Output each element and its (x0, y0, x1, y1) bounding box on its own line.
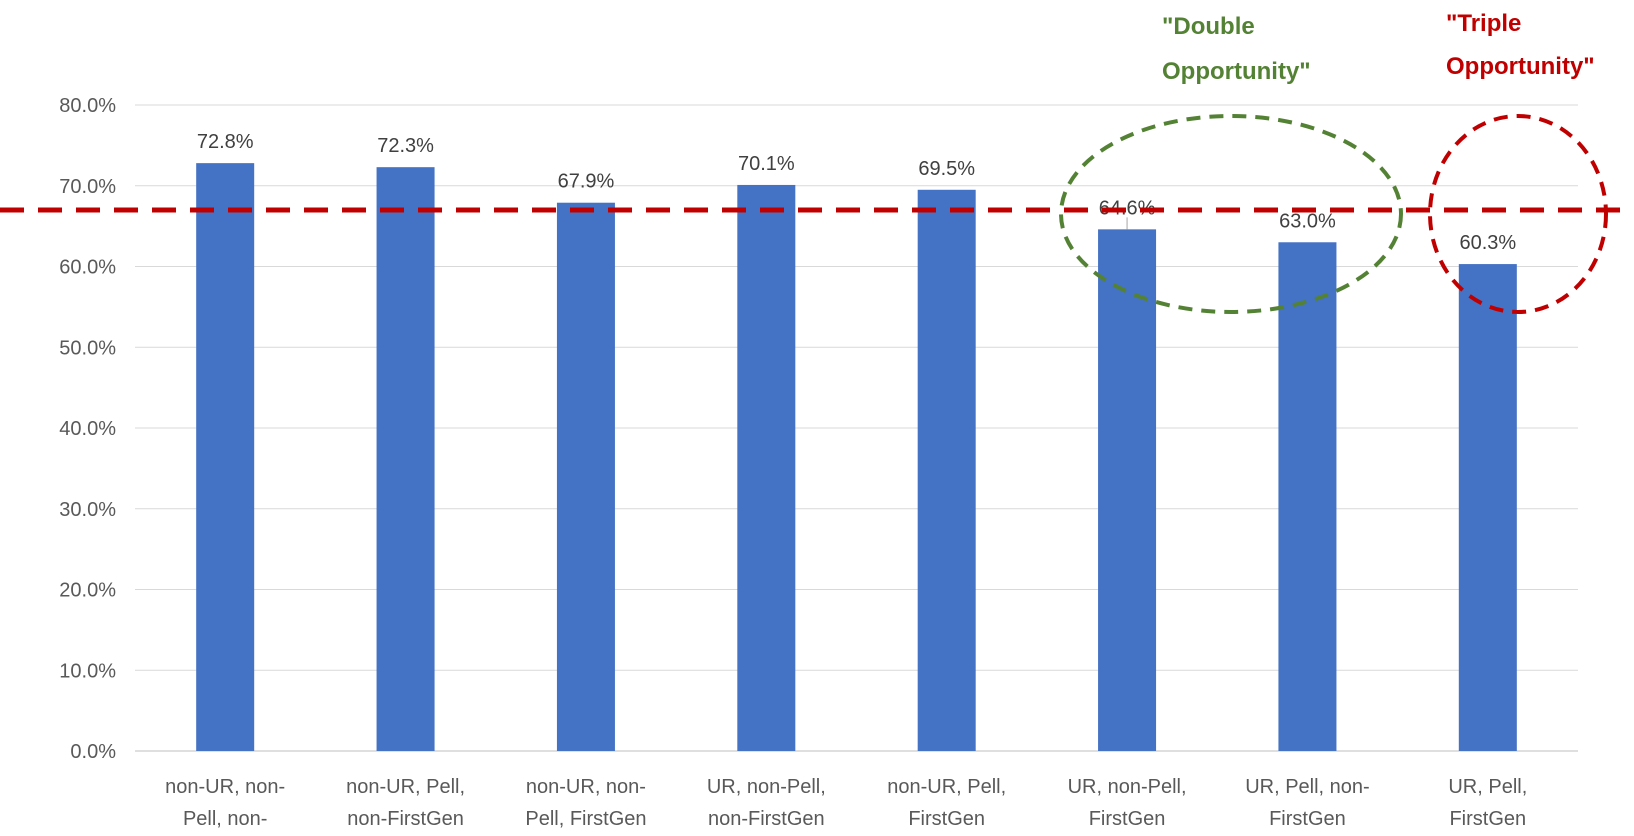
x-tick-label: non-FirstGen (708, 808, 825, 830)
double-opportunity-label: "Double (1162, 13, 1255, 40)
y-tick-label: 10.0% (59, 660, 116, 682)
y-tick-label: 80.0% (59, 95, 116, 117)
x-tick-label: non-UR, non- (165, 776, 285, 798)
y-tick-label: 60.0% (59, 257, 116, 279)
x-tick-label: non-FirstGen (347, 808, 464, 830)
triple-opportunity-label: Opportunity" (1446, 53, 1595, 80)
data-label: 64.6% (1099, 197, 1156, 219)
x-tick-label: UR, Pell, (1448, 776, 1527, 798)
bar (1278, 242, 1337, 751)
x-tick-label: UR, non-Pell, (1068, 776, 1187, 798)
y-tick-label: 20.0% (59, 580, 116, 602)
y-tick-label: 40.0% (59, 418, 116, 440)
double-opportunity-ellipse (1059, 114, 1403, 314)
bar (917, 189, 976, 752)
bar (376, 167, 435, 752)
triple-opportunity-label: "Triple (1446, 10, 1521, 37)
data-label: 67.9% (558, 171, 615, 193)
bar (196, 163, 255, 751)
bar (1458, 264, 1517, 751)
double-opportunity-label: Opportunity" (1162, 58, 1311, 85)
data-label: 70.1% (738, 153, 795, 175)
y-tick-label: 70.0% (59, 176, 116, 198)
x-tick-label: non-UR, Pell, (887, 776, 1006, 798)
x-tick-label: FirstGen (1089, 808, 1166, 830)
x-tick-label: Pell, non- (183, 808, 268, 830)
data-label: 63.0% (1279, 210, 1336, 232)
x-tick-label: UR, Pell, non- (1245, 776, 1370, 798)
x-tick-label: FirstGen (1269, 808, 1346, 830)
x-tick-label: FirstGen (908, 808, 985, 830)
x-tick-label: non-UR, Pell, (346, 776, 465, 798)
bar (556, 202, 615, 751)
data-label: 60.3% (1459, 232, 1516, 254)
data-label: 72.3% (377, 135, 434, 157)
bar (737, 184, 796, 751)
x-tick-label: UR, non-Pell, (707, 776, 826, 798)
x-tick-label: FirstGen (1449, 808, 1526, 830)
triple-opportunity-ellipse (1428, 114, 1608, 314)
data-label: 72.8% (197, 131, 254, 153)
y-tick-label: 0.0% (70, 741, 116, 763)
bar (1098, 229, 1157, 752)
y-tick-label: 50.0% (59, 337, 116, 359)
x-tick-label: Pell, FirstGen (525, 808, 646, 830)
x-tick-label: non-UR, non- (526, 776, 646, 798)
data-label: 69.5% (918, 158, 975, 180)
y-tick-label: 30.0% (59, 499, 116, 521)
